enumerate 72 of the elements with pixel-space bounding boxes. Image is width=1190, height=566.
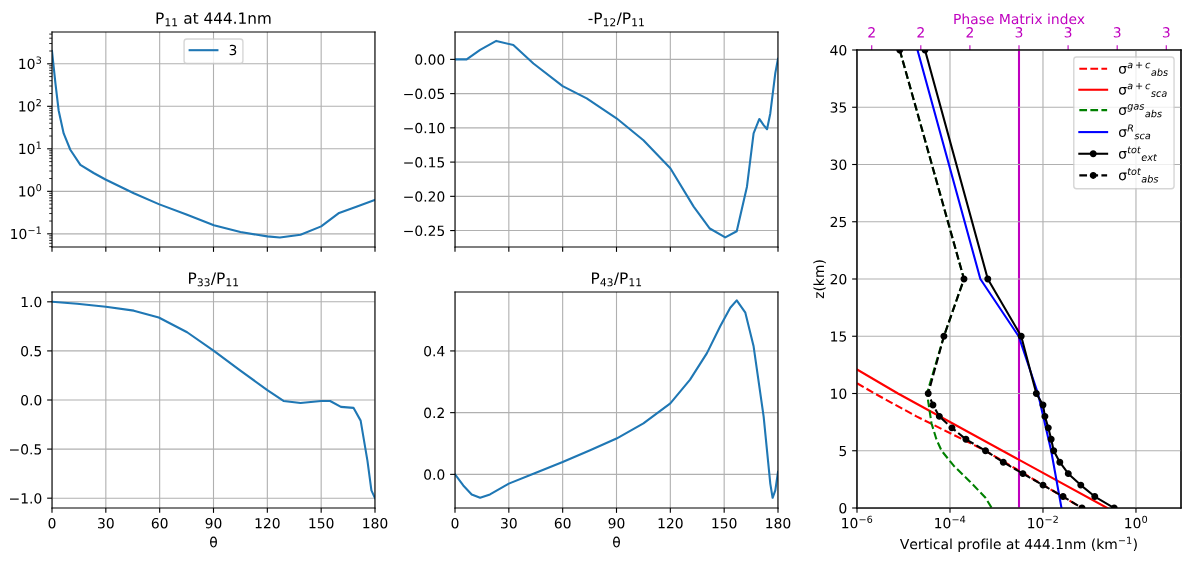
x-tick-label: 150 [712,517,737,529]
y-tick-label: 10 [831,388,847,399]
y-tick-label: −0.15 [404,157,445,168]
x-axis-title: Vertical profile at 444.1nm (km$^{−1}$) [899,536,1137,553]
y-tick-label: 10$^{1}$ [19,141,41,155]
chart-title: P$_{43}$/P$_{11}$ [592,272,642,287]
legend-label: σ$^{tot}$$_{abs}$ [1118,168,1159,183]
y-tick-label: 0 [839,502,847,514]
x2-tick-label: 3 [1064,27,1072,38]
line-series [455,39,778,239]
y-tick-label: 10$^{−1}$ [11,226,41,240]
chart-title: P$_{11}$ at 444.1nm [156,12,271,27]
x-tick-label: 150 [309,517,334,529]
x-tick-label: 180 [766,517,791,529]
x-tick-label: 60 [151,517,168,529]
x-tick-label: 30 [501,517,517,529]
x-tick-label: 0 [48,517,56,529]
y-tick-label: 10$^{2}$ [19,98,41,112]
x2-tick-label: 2 [868,27,875,38]
y-tick-label: 0.5 [21,345,42,357]
y-tick-label: −1.0 [10,493,42,504]
y-tick-label: 10$^{3}$ [19,56,42,70]
y-tick-label: −0.10 [404,122,445,134]
y-tick-label: −0.25 [404,225,445,237]
chart-title: P$_{33}$/P$_{11}$ [189,272,239,287]
x-tick-label: 60 [554,517,571,529]
y-tick-label: 0.4 [424,345,445,357]
line-series [455,299,778,499]
x-axis-title: θ [210,536,217,548]
chart-title: -P$_{12}$/P$_{11}$ [588,12,644,27]
y-tick-label: −0.20 [404,191,445,202]
y-axis-title: z(km) [813,260,826,299]
line-series [52,300,375,500]
legend-label: σ$^{R}$$_{sca}$ [1118,124,1151,140]
x-tick-label: 120 [255,517,280,529]
x2-tick-label: 2 [917,27,924,38]
y-tick-label: 35 [830,102,847,113]
y-tick-label: 1.0 [21,296,42,308]
x-tick-label: 10$^{−2}$ [1028,515,1058,529]
y-tick-label: 0.2 [424,407,444,419]
x-tick-label: 10$^{−4}$ [935,515,966,529]
legend-label: σ$^{tot}$$_{ext}$ [1118,146,1158,161]
x-tick-label: 90 [608,517,625,529]
x2-tick-label: 3 [1162,27,1170,38]
x2-axis-title: Phase Matrix index [954,13,1085,25]
y-tick-label: 0.0 [21,394,42,406]
x-tick-label: 120 [658,517,683,529]
y-tick-label: 5 [839,445,847,457]
y-tick-label: −0.5 [10,444,42,455]
x-tick-label: 10$^{−6}$ [842,515,873,529]
y-tick-label: 25 [830,216,847,228]
y-tick-label: 10$^{0}$ [19,183,42,197]
y-tick-label: 15 [831,331,847,342]
x-tick-label: 90 [205,517,222,529]
x-tick-label: 180 [363,517,388,529]
legend-label: σ$^{gas}$$_{abs}$ [1118,104,1162,118]
y-tick-label: 20 [830,273,847,285]
legend-label: σ$^{a+c}$$_{abs}$ [1118,62,1168,76]
legend-label: σ$^{a+c}$$_{sca}$ [1118,83,1167,97]
x2-tick-label: 2 [966,27,973,38]
x-tick-label: 10$^{0}$ [1125,515,1148,529]
x2-tick-label: 3 [1113,27,1121,38]
y-tick-label: 0.00 [415,54,445,65]
y-tick-label: 0.0 [424,469,445,480]
y-tick-label: −0.05 [404,88,445,100]
y-tick-label: 40 [830,44,847,56]
y-tick-label: 30 [830,159,847,170]
x2-tick-label: 3 [1015,27,1023,38]
x-axis-title: θ [613,536,620,548]
x-tick-label: 30 [98,517,114,529]
x-tick-label: 0 [451,517,459,529]
legend-label: 3 [229,44,237,56]
